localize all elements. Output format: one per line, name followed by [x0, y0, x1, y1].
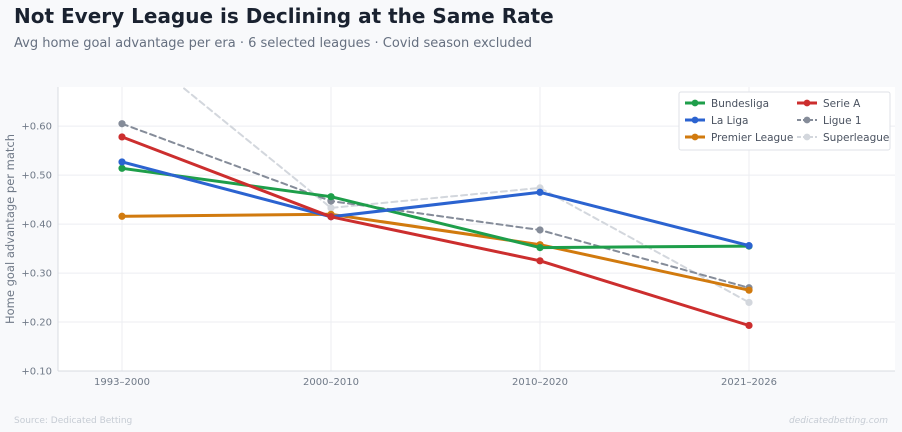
legend-item-bundesliga[interactable]: Bundesliga — [685, 98, 769, 110]
data-point-serie-a — [118, 133, 126, 141]
data-point-bundesliga — [327, 193, 335, 201]
series-line-premier-league — [120, 212, 751, 292]
legend-swatch-marker — [803, 133, 811, 141]
data-point-la-liga — [745, 242, 753, 250]
legend-label: Ligue 1 — [823, 115, 862, 127]
legend-box — [678, 91, 891, 151]
legend-item-premier-league[interactable]: Premier League — [685, 132, 793, 144]
data-point-superleague — [745, 298, 753, 307]
data-point-premier-league — [745, 286, 753, 294]
series-line-la-liga — [120, 160, 751, 248]
y-tick-label: +0.40 — [21, 220, 52, 231]
legend-swatch-marker — [803, 99, 811, 107]
legend-swatch-marker — [803, 116, 811, 124]
legend-swatch-marker — [691, 99, 699, 107]
chart-subtitle: Avg home goal advantage per era · 6 sele… — [14, 36, 533, 51]
data-point-ligue-1 — [536, 226, 544, 234]
data-point-bundesliga — [536, 244, 544, 252]
legend-item-superleague[interactable]: Superleague — [797, 132, 889, 144]
legend-swatch-marker — [691, 116, 699, 124]
data-point-la-liga — [536, 188, 544, 196]
data-point-superleague — [327, 204, 335, 212]
legend-item-serie-a[interactable]: Serie A — [797, 98, 861, 110]
data-point-serie-a — [327, 213, 335, 221]
legend-label: Premier League — [711, 132, 793, 144]
data-point-ligue-1 — [118, 120, 126, 128]
x-tick-label: 2000–2010 — [303, 377, 359, 388]
legend-label: Bundesliga — [711, 98, 769, 110]
legend-item-la-liga[interactable]: La Liga — [685, 115, 749, 127]
y-axis-label: Home goal advantage per match — [3, 134, 17, 324]
legend-label: Serie A — [823, 98, 861, 110]
data-point-serie-a — [745, 321, 753, 330]
axes: +0.10 +0.20 +0.30 +0.40 +0.50 +0.60 1993–2000 2… — [3, 87, 895, 388]
series-line-superleague — [180, 87, 750, 304]
legend-item-ligue-1[interactable]: Ligue 1 — [797, 115, 862, 127]
x-tick-label: 2021–2026 — [721, 377, 777, 388]
chart-title: Not Every League is Declining at the Sam… — [14, 4, 554, 28]
y-tick-label: +0.60 — [21, 122, 52, 133]
data-point-superleague — [118, 34, 125, 41]
series-line-bundesliga — [120, 166, 751, 250]
data-point-bundesliga — [118, 164, 126, 172]
y-tick-label: +0.10 — [21, 367, 52, 378]
y-tick-label: +0.20 — [21, 318, 52, 329]
series-group — [118, 34, 753, 330]
y-tick-label: +0.30 — [21, 269, 52, 280]
legend-label: La Liga — [711, 115, 749, 127]
series-line-serie-a — [120, 135, 751, 327]
source-note: Source: Dedicated Betting — [14, 416, 133, 426]
y-tick-label: +0.50 — [21, 171, 52, 182]
series-serie-a — [118, 133, 753, 330]
series-line-ligue-1 — [121, 122, 750, 289]
legend-swatch-marker — [691, 133, 699, 141]
data-point-serie-a — [536, 257, 544, 265]
legend: Bundesliga Serie A La Liga Ligue 1 Premier L… — [678, 91, 891, 151]
legend-label: Superleague — [823, 132, 889, 144]
x-tick-label: 2010–2020 — [512, 377, 568, 388]
x-tick-label: 1993–2000 — [94, 377, 150, 388]
site-credit: dedicatedbetting.com — [788, 416, 888, 426]
data-point-premier-league — [118, 212, 126, 220]
data-point-la-liga — [118, 158, 126, 166]
